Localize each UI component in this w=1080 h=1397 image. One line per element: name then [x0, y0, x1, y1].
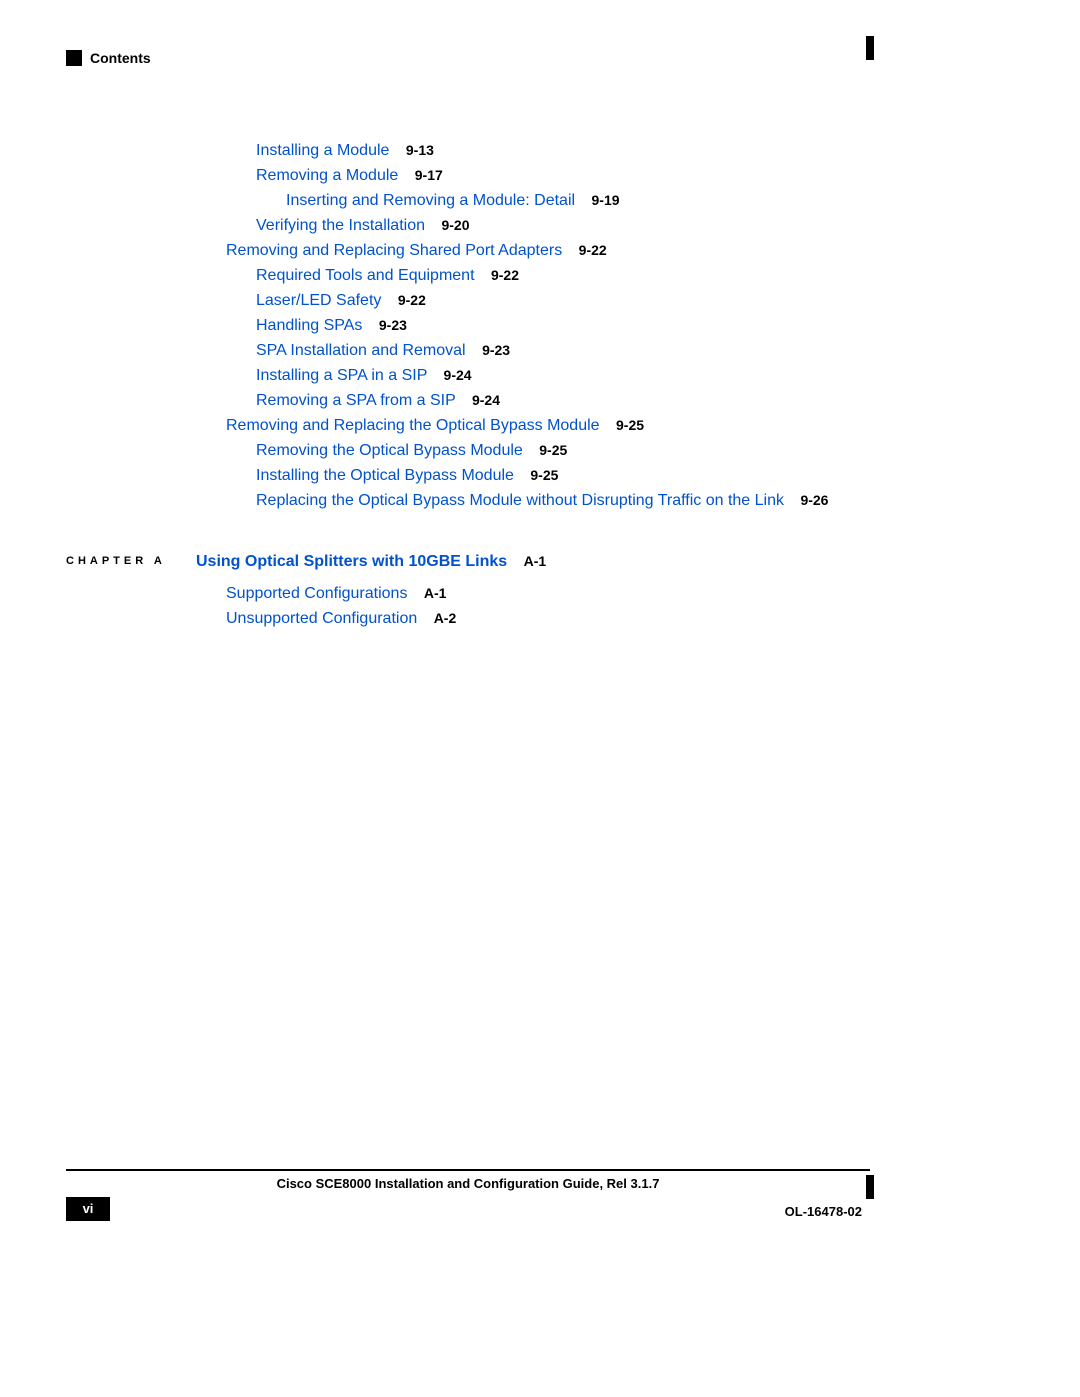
toc-link[interactable]: Removing and Replacing Shared Port Adapt… [226, 242, 562, 259]
toc-pageref: 9-24 [444, 367, 472, 383]
crop-mark-icon [866, 1175, 874, 1199]
toc-pageref: 9-25 [539, 442, 567, 458]
toc-entry: Inserting and Removing a Module: Detail … [286, 188, 880, 213]
toc-entry: Installing a SPA in a SIP 9-24 [256, 363, 880, 388]
toc-link[interactable]: SPA Installation and Removal [256, 342, 466, 359]
toc-link[interactable]: Replacing the Optical Bypass Module with… [256, 492, 784, 509]
toc-pageref: 9-22 [398, 292, 426, 308]
toc-entry: Supported Configurations A-1 [226, 581, 880, 606]
footer-rule [66, 1169, 870, 1171]
toc-link[interactable]: Inserting and Removing a Module: Detail [286, 192, 575, 209]
toc-link[interactable]: Removing a SPA from a SIP [256, 392, 456, 409]
toc-pageref: A-1 [424, 585, 447, 601]
toc-pageref: 9-17 [415, 167, 443, 183]
chapter-heading-row: CHAPTER A Using Optical Splitters with 1… [66, 553, 880, 581]
toc-pageref: 9-22 [491, 267, 519, 283]
chapter-title-text: Using Optical Splitters with 10GBE Links [196, 553, 507, 570]
crop-mark-icon [866, 36, 874, 60]
toc-entry: Removing and Replacing the Optical Bypas… [226, 413, 880, 438]
toc-link[interactable]: Installing a Module [256, 142, 389, 159]
toc-entry: Installing the Optical Bypass Module 9-2… [256, 463, 880, 488]
document-page: Contents Installing a Module 9-13 Removi… [0, 0, 1080, 1397]
chapter-label: CHAPTER A [66, 555, 166, 567]
toc-pageref: 9-19 [592, 192, 620, 208]
toc-entry: Required Tools and Equipment 9-22 [256, 263, 880, 288]
toc-link[interactable]: Unsupported Configuration [226, 610, 417, 627]
table-of-contents: Installing a Module 9-13 Removing a Modu… [66, 138, 880, 631]
toc-pageref: 9-20 [441, 217, 469, 233]
toc-entry: Handling SPAs 9-23 [256, 313, 880, 338]
footer-book-title: Cisco SCE8000 Installation and Configura… [66, 1176, 870, 1191]
toc-pageref: 9-23 [379, 317, 407, 333]
toc-link[interactable]: Installing a SPA in a SIP [256, 367, 427, 384]
toc-link[interactable]: Supported Configurations [226, 585, 407, 602]
toc-pageref: 9-22 [579, 242, 607, 258]
toc-entry: Removing the Optical Bypass Module 9-25 [256, 438, 880, 463]
footer-doc-number: OL-16478-02 [785, 1204, 862, 1219]
toc-entry: Verifying the Installation 9-20 [256, 213, 880, 238]
running-header: Contents [90, 50, 151, 66]
toc-entry: Removing a Module 9-17 [256, 163, 880, 188]
toc-link[interactable]: Removing a Module [256, 167, 398, 184]
toc-pageref: 9-13 [406, 142, 434, 158]
toc-entry: SPA Installation and Removal 9-23 [256, 338, 880, 363]
toc-entry: Removing and Replacing Shared Port Adapt… [226, 238, 880, 263]
toc-pageref: A-2 [434, 610, 457, 626]
toc-entry: Unsupported Configuration A-2 [226, 606, 880, 631]
header-bullet-icon [66, 50, 82, 66]
toc-link[interactable]: Installing the Optical Bypass Module [256, 467, 514, 484]
chapter-title-link[interactable]: Using Optical Splitters with 10GBE Links… [196, 553, 546, 570]
toc-link[interactable]: Verifying the Installation [256, 217, 425, 234]
toc-link[interactable]: Laser/LED Safety [256, 292, 381, 309]
toc-pageref: 9-25 [530, 467, 558, 483]
toc-entry: Installing a Module 9-13 [256, 138, 880, 163]
toc-entry: Removing a SPA from a SIP 9-24 [256, 388, 880, 413]
toc-pageref: 9-24 [472, 392, 500, 408]
toc-pageref: 9-25 [616, 417, 644, 433]
toc-link[interactable]: Removing and Replacing the Optical Bypas… [226, 417, 600, 434]
toc-pageref: A-1 [524, 553, 547, 569]
toc-link[interactable]: Removing the Optical Bypass Module [256, 442, 523, 459]
toc-link[interactable]: Handling SPAs [256, 317, 362, 334]
toc-entry: Replacing the Optical Bypass Module with… [256, 488, 880, 513]
footer-page-number: vi [66, 1197, 110, 1221]
toc-pageref: 9-23 [482, 342, 510, 358]
toc-link[interactable]: Required Tools and Equipment [256, 267, 475, 284]
toc-entry: Laser/LED Safety 9-22 [256, 288, 880, 313]
toc-pageref: 9-26 [800, 492, 828, 508]
